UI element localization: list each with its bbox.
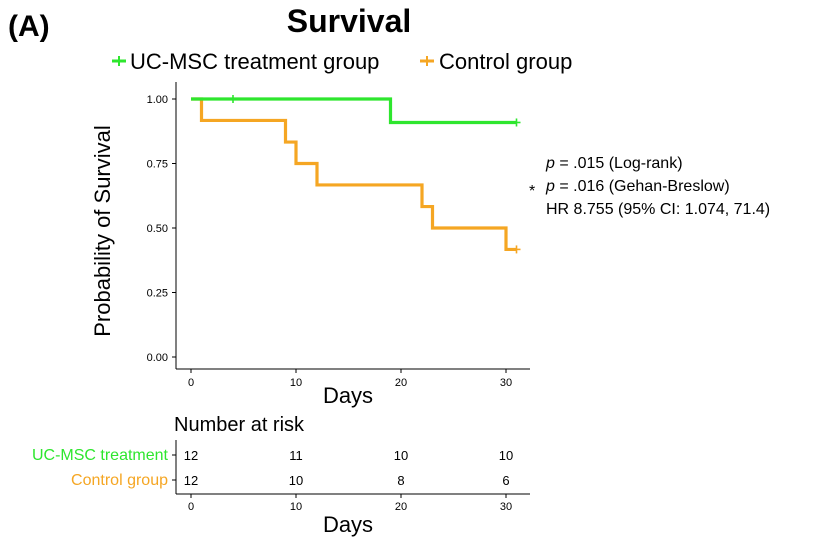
x-axis-title: Days <box>323 383 373 408</box>
y-tick-label: 0.50 <box>147 223 168 235</box>
stat-gehan-breslow: p = .016 (Gehan-Breslow) <box>545 178 730 195</box>
risk-rows: UC-MSC treatment 12 11 10 10 Control group 12 1… <box>32 447 513 489</box>
risk-x-tick-label: 20 <box>395 501 407 513</box>
stat-logrank-p: p <box>545 155 555 172</box>
legend-item-treatment: UC-MSC treatment group <box>112 49 379 74</box>
risk-value: 8 <box>397 473 404 488</box>
risk-value: 12 <box>184 473 198 488</box>
stat-gehan-text: = .016 (Gehan-Breslow) <box>555 178 730 195</box>
risk-value: 10 <box>289 473 303 488</box>
y-tick-label: 0.75 <box>147 159 168 171</box>
stat-logrank-text: = .015 (Log-rank) <box>555 155 683 172</box>
x-tick-label: 0 <box>188 377 194 389</box>
x-tick-label: 20 <box>395 377 407 389</box>
risk-value: 6 <box>502 473 509 488</box>
x-ticks: 0 10 20 30 <box>188 369 512 389</box>
y-tick-label: 0.25 <box>147 288 168 300</box>
risk-value: 10 <box>394 448 408 463</box>
main-plot: 0.00 0.25 0.50 0.75 1.00 0 10 20 30 Days Probab… <box>90 82 530 408</box>
risk-x-ticks: 0 10 20 30 <box>188 494 512 513</box>
legend-label-treatment: UC-MSC treatment group <box>130 49 379 74</box>
survival-curve-treatment <box>191 97 517 125</box>
y-tick-label: 0.00 <box>147 352 168 364</box>
x-tick-label: 30 <box>500 377 512 389</box>
y-axis-title: Probability of Survival <box>90 125 115 337</box>
risk-value: 11 <box>289 448 303 463</box>
risk-table-title: Number at risk <box>174 414 305 436</box>
risk-value: 10 <box>499 448 513 463</box>
chart-title: Survival <box>287 3 412 39</box>
survival-curves <box>191 95 521 254</box>
legend: UC-MSC treatment group Control group <box>112 49 572 74</box>
x-tick-label: 10 <box>290 377 302 389</box>
risk-value: 12 <box>184 448 198 463</box>
stats-annotation: p = .015 (Log-rank) * p = .016 (Gehan-Br… <box>529 155 770 218</box>
y-tick-label: 1.00 <box>147 94 168 106</box>
risk-row-label: Control group <box>71 472 168 489</box>
survival-curve-control <box>191 97 517 252</box>
legend-item-control: Control group <box>420 49 572 74</box>
panel-label: (A) <box>8 10 50 43</box>
stat-gehan-p: p <box>545 178 555 195</box>
stat-logrank: p = .015 (Log-rank) <box>545 155 683 172</box>
significance-asterisk: * <box>529 183 535 200</box>
risk-row-label: UC-MSC treatment <box>32 447 169 464</box>
stat-hazard-ratio: HR 8.755 (95% CI: 1.074, 71.4) <box>546 201 770 218</box>
legend-label-control: Control group <box>439 49 572 74</box>
risk-x-axis-title: Days <box>323 512 373 537</box>
risk-x-tick-label: 0 <box>188 501 194 513</box>
risk-table: Number at risk UC-MSC treatment 12 11 10 10 C… <box>32 414 530 537</box>
y-ticks: 0.00 0.25 0.50 0.75 1.00 <box>147 94 176 364</box>
risk-x-tick-label: 10 <box>290 501 302 513</box>
risk-x-tick-label: 30 <box>500 501 512 513</box>
